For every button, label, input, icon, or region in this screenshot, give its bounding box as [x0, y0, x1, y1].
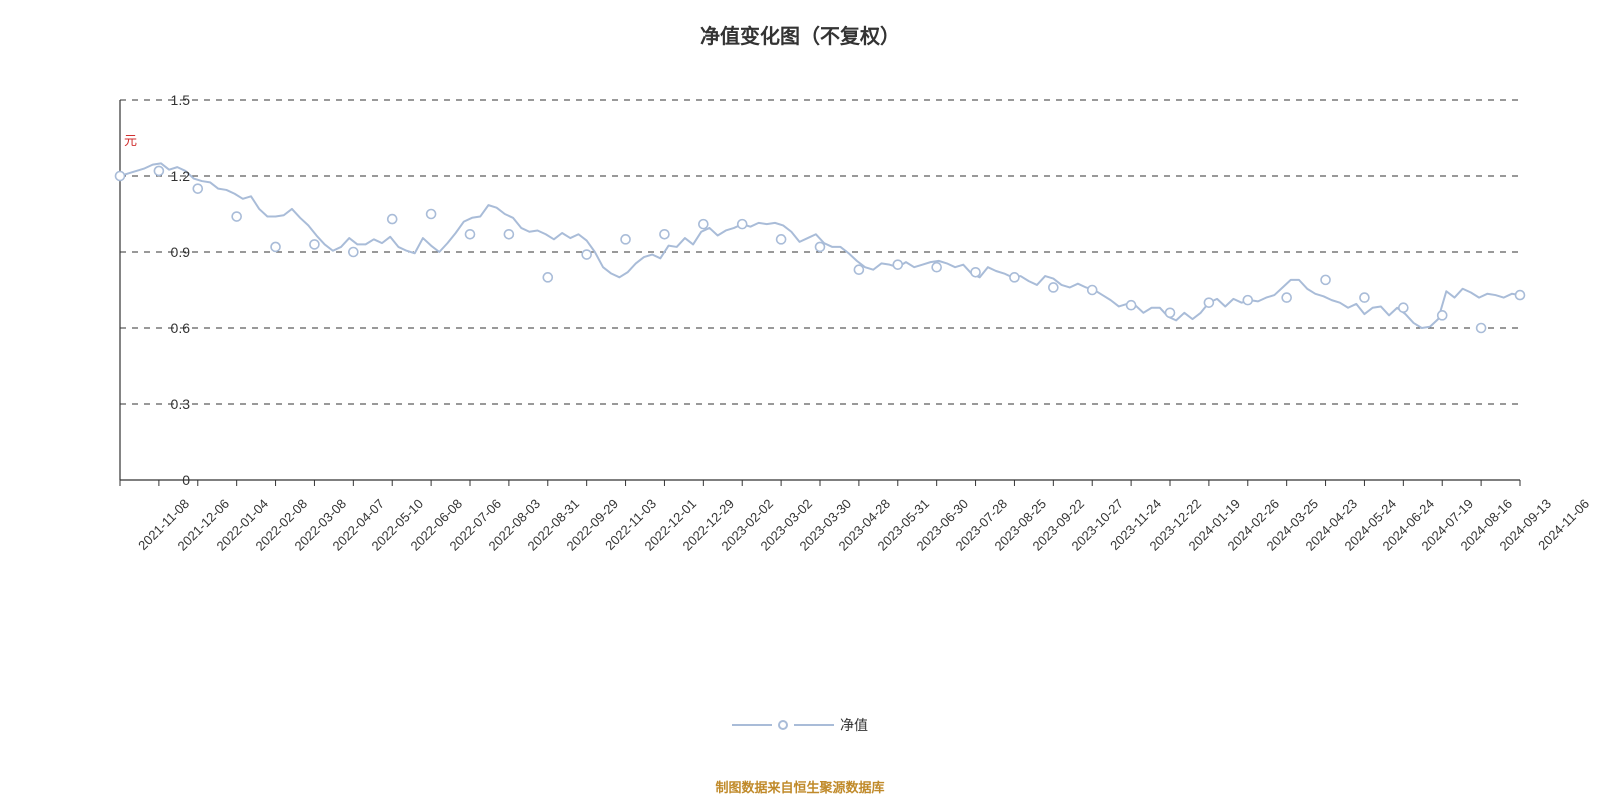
data-marker: [1166, 308, 1175, 317]
y-tick-label: 1.2: [130, 168, 190, 184]
data-marker: [1204, 298, 1213, 307]
data-marker: [1360, 293, 1369, 302]
data-marker: [466, 230, 475, 239]
data-marker: [116, 172, 125, 181]
legend-line-sample: [732, 724, 772, 726]
data-marker: [1010, 273, 1019, 282]
data-marker: [504, 230, 513, 239]
data-marker: [1282, 293, 1291, 302]
data-marker: [699, 220, 708, 229]
legend-label: 净值: [840, 715, 868, 735]
data-marker: [232, 212, 241, 221]
y-tick-label: 0.3: [130, 396, 190, 412]
chart-area: [120, 100, 1520, 480]
data-marker: [816, 242, 825, 251]
data-marker: [932, 263, 941, 272]
data-marker: [427, 210, 436, 219]
y-tick-label: 0.6: [130, 320, 190, 336]
data-marker: [1049, 283, 1058, 292]
legend-line-sample: [794, 724, 834, 726]
data-marker: [1321, 275, 1330, 284]
data-marker: [310, 240, 319, 249]
data-marker: [388, 215, 397, 224]
data-marker: [271, 242, 280, 251]
data-marker: [621, 235, 630, 244]
data-marker: [893, 260, 902, 269]
data-marker: [193, 184, 202, 193]
data-marker: [1399, 303, 1408, 312]
y-tick-label: 0.9: [130, 244, 190, 260]
currency-unit-label: 元: [124, 130, 137, 149]
data-marker: [1477, 324, 1486, 333]
legend-marker-sample: [778, 720, 788, 730]
data-marker: [777, 235, 786, 244]
y-tick-label: 1.5: [130, 92, 190, 108]
data-marker: [971, 268, 980, 277]
data-marker: [1127, 301, 1136, 310]
data-source-note: 制图数据来自恒生聚源数据库: [0, 777, 1600, 796]
nav-line-chart: [120, 100, 1520, 480]
data-marker: [738, 220, 747, 229]
data-marker: [543, 273, 552, 282]
data-marker: [854, 265, 863, 274]
data-marker: [1516, 291, 1525, 300]
data-marker: [1243, 296, 1252, 305]
y-tick-label: 0: [130, 472, 190, 488]
data-marker: [1088, 286, 1097, 295]
data-marker: [1438, 311, 1447, 320]
data-marker: [582, 250, 591, 259]
chart-title: 净值变化图（不复权）: [0, 20, 1600, 49]
data-marker: [349, 248, 358, 257]
data-marker: [660, 230, 669, 239]
chart-legend: 净值: [0, 715, 1600, 735]
